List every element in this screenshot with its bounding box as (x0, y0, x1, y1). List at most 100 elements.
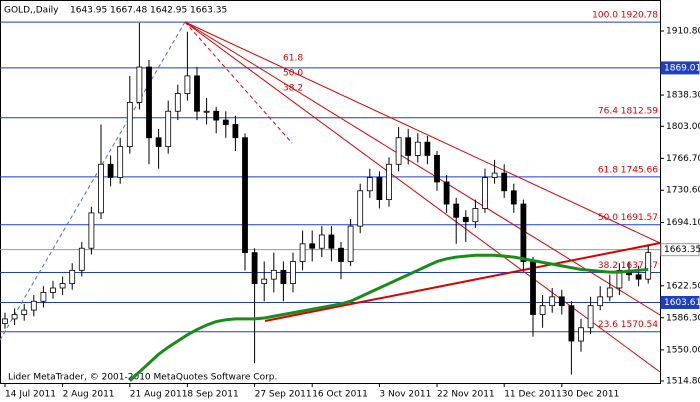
x-tick-label: 2 Aug 2011 (63, 390, 115, 400)
fib-level-label: 38.2 1637.47 (598, 261, 658, 271)
header-value: 1663.35 (190, 6, 227, 16)
price-label: 1869.01 (664, 63, 700, 73)
candle-body (635, 274, 642, 280)
header-value: 1642.95 (150, 6, 187, 16)
x-tick-label: 21 Aug 2011 (130, 390, 188, 400)
candle-body (558, 296, 565, 307)
candle-body (117, 146, 124, 178)
x-tick-label: 8 Sep 2011 (187, 390, 238, 400)
fan-base-line (184, 21, 293, 144)
price-label: 1603.61 (664, 298, 700, 308)
candle-body (645, 252, 652, 280)
candle-body (366, 177, 373, 192)
y-tick-label: 1586.30 (666, 313, 700, 323)
candle-body (587, 305, 594, 329)
fib-level-label: 100.0 1920.78 (592, 11, 658, 21)
candle-body (270, 269, 277, 280)
candle-body (2, 318, 8, 324)
fan-label: 61.8 (283, 54, 303, 64)
y-tick-label: 1622.50 (666, 281, 700, 291)
candle-body (126, 101, 133, 147)
candle-body (309, 243, 316, 249)
candle-body (424, 141, 431, 156)
y-tick-label: 1766.70 (666, 154, 700, 164)
x-tick-label: 11 Dec 2011 (504, 390, 562, 400)
candle-body (578, 327, 584, 342)
candle-body (299, 243, 306, 262)
y-tick-label: 1838.30 (666, 91, 700, 101)
fan-line (184, 21, 661, 316)
candle-body (606, 287, 613, 298)
candle-body (213, 110, 220, 121)
y-tick-label: 1803.00 (666, 122, 700, 132)
candle-body (520, 203, 527, 262)
candle-body (165, 110, 172, 147)
candle-body (59, 283, 66, 289)
candle-body (21, 309, 28, 315)
candle-body (88, 212, 95, 249)
candle-body (155, 137, 162, 147)
candle-body (328, 234, 335, 249)
candle-body (50, 287, 56, 293)
candle-body (357, 190, 364, 227)
candle-body (30, 300, 37, 311)
candle-body (290, 261, 296, 284)
y-tick-label: 1550.00 (666, 345, 700, 355)
fib-base-line (0, 21, 186, 341)
fan-line (184, 21, 661, 244)
candle-body (261, 278, 268, 284)
header-value: 1643.95 (70, 6, 107, 16)
y-tick-label: 1730.60 (666, 186, 700, 196)
candle-body (69, 269, 76, 284)
candle-body (136, 66, 143, 103)
candle-body (194, 75, 200, 112)
candle-body (462, 216, 469, 223)
header-value: 1667.48 (110, 6, 147, 16)
fan-line (184, 21, 661, 373)
candle-body (222, 119, 229, 125)
candle-body (78, 247, 85, 271)
candle-body (510, 190, 517, 205)
price-box (660, 61, 700, 75)
candle-body (11, 314, 18, 320)
trend-line (264, 242, 661, 322)
fib-level-label: 76.4 1812.59 (598, 106, 658, 116)
candle-body (501, 172, 508, 192)
candle-body (472, 208, 479, 223)
candle-body (280, 269, 287, 284)
candle-body (405, 137, 412, 156)
candle-body (174, 93, 181, 112)
candle-body (568, 305, 575, 342)
x-tick-label: 27 Sep 2011 (255, 390, 312, 400)
y-tick-label: 1694.10 (666, 218, 700, 228)
candle-body (395, 137, 402, 165)
candle-body (146, 66, 152, 139)
candle-body (434, 155, 440, 183)
price-label: 1663.35 (664, 245, 700, 255)
candle-body (414, 141, 421, 156)
fib-level-label: 50.0 1691.57 (598, 213, 658, 223)
candle-body (453, 203, 460, 218)
candle-body (203, 110, 210, 113)
candle-body (376, 177, 383, 201)
x-tick-label: 3 Nov 2011 (379, 390, 431, 400)
candle-body (482, 177, 488, 209)
candle-body (338, 247, 344, 262)
candle-body (251, 252, 258, 284)
chart-title: GOLD,,Daily (4, 6, 59, 16)
candle-body (232, 124, 239, 139)
price-box (660, 243, 700, 257)
fan-label: 38.2 (283, 84, 303, 94)
candle-body (40, 292, 47, 302)
candle-body (107, 163, 114, 178)
candle-body (184, 75, 191, 94)
x-tick-label: 22 Nov 2011 (437, 390, 495, 400)
candle-body (491, 172, 498, 178)
fib-level-label: 61.8 1745.66 (598, 165, 658, 175)
y-tick-label: 1910.80 (666, 26, 700, 36)
moving-average (128, 253, 649, 382)
candle-body (386, 163, 392, 201)
candle-body (318, 234, 325, 249)
